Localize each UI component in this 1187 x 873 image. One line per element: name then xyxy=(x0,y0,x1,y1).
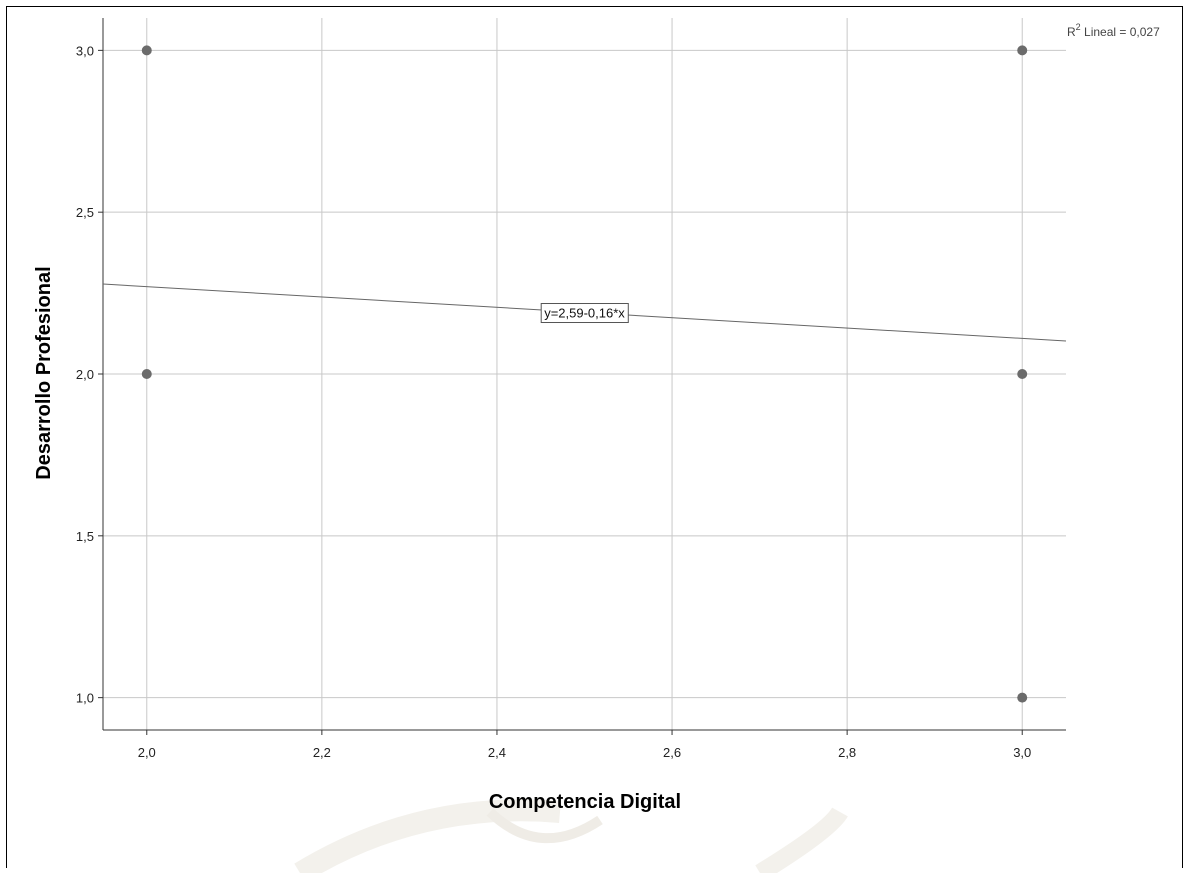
x-tick-label: 2,8 xyxy=(838,745,856,760)
x-axis-title: Competencia Digital xyxy=(489,791,681,813)
grid-layer xyxy=(103,18,1066,730)
y-tick-label: 1,0 xyxy=(76,691,94,706)
r2-label: R2 Lineal = 0,027 xyxy=(1067,22,1160,39)
y-tick-label: 3,0 xyxy=(76,43,94,58)
y-tick-label: 1,5 xyxy=(76,529,94,544)
y-tick-label: 2,5 xyxy=(76,205,94,220)
r2-superscript: 2 xyxy=(1076,22,1081,32)
r2-prefix: R xyxy=(1067,25,1076,39)
fit-equation-label: y=2,59-0,16*x xyxy=(544,306,625,321)
x-tick-label: 2,4 xyxy=(488,745,506,760)
x-tick-label: 3,0 xyxy=(1013,745,1031,760)
x-tick-labels: 2,0 2,2 2,4 2,6 2,8 3,0 xyxy=(138,730,1031,760)
x-tick-label: 2,6 xyxy=(663,745,681,760)
fit-line-layer: y=2,59-0,16*x xyxy=(102,283,1067,342)
data-point xyxy=(1017,692,1028,703)
chart-frame xyxy=(6,6,1183,868)
data-point xyxy=(1017,369,1028,379)
fit-equation-box xyxy=(540,303,629,324)
data-point xyxy=(1017,45,1028,56)
x-tick-label: 2,2 xyxy=(313,745,331,760)
y-tick-label: 2,0 xyxy=(76,367,94,382)
r2-text: Lineal = 0,027 xyxy=(1081,25,1160,39)
data-point xyxy=(141,369,152,379)
data-points xyxy=(141,45,1028,703)
y-axis-title: Desarrollo Profesional xyxy=(33,266,55,479)
y-tick-labels: 1,0 1,5 2,0 2,5 3,0 xyxy=(76,43,103,706)
data-point xyxy=(141,45,152,56)
x-tick-label: 2,0 xyxy=(138,745,156,760)
